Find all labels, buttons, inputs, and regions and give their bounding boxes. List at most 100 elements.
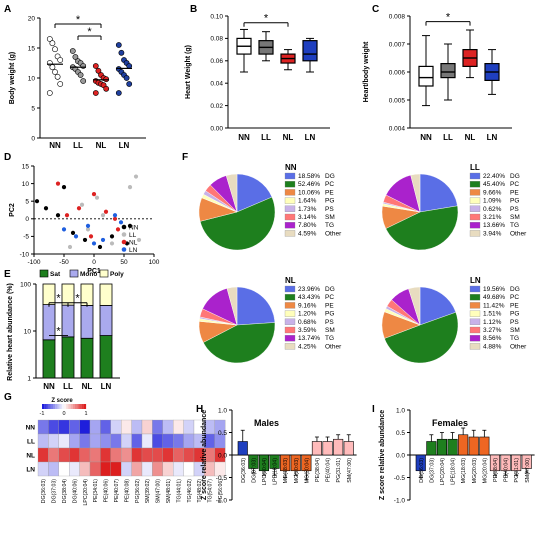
panel-g-cell: [48, 461, 59, 477]
panel-d-point: [73, 234, 79, 239]
panel-e-legend-swatch: [39, 269, 49, 278]
panel-f-legend-class: PG: [325, 198, 334, 205]
panel-g-legend-step: [57, 404, 60, 409]
panel-h-x-tick-label: DG(36:03): [241, 458, 247, 483]
panel-d-point: [115, 227, 121, 232]
panel-a-y-tick-label: 20: [28, 15, 36, 22]
panel-g-legend-step: [59, 404, 62, 409]
panel-d-point: [109, 234, 115, 239]
panel-g-cell: [69, 447, 80, 463]
panel-g-cell: [152, 447, 163, 463]
panel-h-subtitle: Males: [254, 418, 279, 428]
panel-a-y-tick-label: 10: [28, 75, 36, 82]
panel-g-cell: [100, 433, 111, 449]
panel-b-y-tick-label: 0.02: [210, 103, 223, 110]
panel-e-bar-segment: [42, 339, 56, 379]
panel-i-x-tick-label: DG(36:03): [419, 458, 425, 483]
panel-f-legend-swatch: [469, 326, 481, 334]
panel-h-x-tick-label: DG(37:03): [251, 458, 257, 483]
panel-e-sig-star: *: [75, 293, 80, 305]
panel-f-legend-class: PE: [325, 302, 334, 309]
panel-g-cell: [79, 461, 91, 477]
panel-g-cell: [69, 433, 80, 449]
panel-f-pie-slice: [419, 173, 458, 213]
panel-d-point: [70, 230, 76, 235]
panel-a-point: [92, 63, 99, 69]
panel-a-x-tick-label: LN: [119, 141, 130, 150]
panel-f-legend-value: 1.51%: [483, 311, 502, 318]
panel-h-y-tick-label: 0.0: [218, 452, 227, 459]
panel-i-x-tick-label: SM(47:00): [525, 458, 531, 483]
panel-g-cell: [152, 461, 163, 477]
panel-f-legend-value: 7.80%: [298, 222, 317, 229]
panel-d-legend-label: NL: [129, 240, 138, 247]
panel-c-x-tick-label: LL: [443, 133, 453, 142]
panel-g-cell: [58, 433, 70, 449]
panel-a-point: [72, 54, 79, 60]
panel-f-legend-value: 1.09%: [483, 198, 502, 205]
panel-e-bar-segment: [80, 305, 94, 339]
panel-d-point: [55, 181, 61, 186]
panel-e-bar-segment: [61, 336, 75, 379]
panel-e-sig-star: *: [56, 293, 61, 305]
panel-i-y-tick-label: 0.5: [396, 430, 405, 437]
panel-f-legend-value: 23.96%: [298, 286, 320, 293]
panel-g-cell: [48, 419, 59, 435]
panel-f-legend-swatch: [469, 335, 481, 342]
panel-f-legend-swatch: [469, 302, 481, 309]
panel-f-pie-slice: [385, 205, 459, 251]
panel-g-cell: [162, 461, 174, 477]
panel-e-x-tick-label: LN: [101, 382, 112, 391]
panel-i-bar: [458, 434, 469, 456]
panel-g-column-label: DG(40:06): [72, 479, 78, 503]
panel-g-legend-step: [77, 404, 80, 409]
panel-i-bar: [436, 438, 448, 456]
panel-h-x-tick-label: MG(20:03): [294, 458, 300, 484]
panel-g-cell: [37, 461, 49, 477]
panel-g-column-label: PE(40:07): [114, 479, 120, 503]
panel-e-legend-swatch: [99, 269, 109, 278]
panel-e-bar-segment: [99, 305, 113, 336]
panel-h-y-tick-label: -0.5: [216, 475, 228, 482]
panel-g-cell: [110, 433, 122, 449]
panel-d-point: [34, 199, 40, 204]
panel-a-y-tick-label: 0: [31, 135, 35, 142]
panel-d-point: [85, 223, 91, 228]
panel-g-cell: [89, 419, 101, 435]
panel-e-sig-star: *: [56, 326, 61, 338]
panel-d-point: [43, 206, 49, 211]
panel-g-cell: [152, 433, 163, 449]
panel-i-x-tick-label: LPE(18:04): [451, 458, 457, 485]
panel-d-legend-label: LL: [129, 232, 137, 239]
panel-f-pie-title: LN: [470, 276, 481, 285]
panel-g-legend-step: [53, 404, 56, 409]
panel-g-cell: [141, 447, 153, 463]
panel-a-point: [123, 75, 130, 81]
panel-g-cell: [121, 447, 132, 463]
panel-g-legend-step: [81, 404, 84, 409]
panel-f-legend-swatch: [284, 213, 296, 221]
panel-i-x-tick-label: MG(18:03): [461, 458, 467, 484]
panel-g-cell: [183, 433, 195, 449]
panel-i-x-tick-label: PE(40:04): [504, 458, 510, 482]
panel-d-point: [112, 213, 118, 218]
panel-f-pie-slice: [199, 196, 276, 251]
panel-i-subtitle: Females: [432, 418, 468, 428]
panel-c-sig-star: *: [446, 12, 451, 24]
panel-f-legend-class: PS: [510, 206, 519, 213]
panel-g-column-label: PE(40:08): [124, 479, 130, 503]
panel-f-legend-class: PC: [510, 294, 519, 301]
panel-h-bar: [343, 441, 354, 456]
panel-f-legend-class: PC: [325, 181, 334, 188]
panel-f-legend-value: 1.64%: [298, 198, 317, 205]
panel-e-bar-segment: [61, 283, 75, 306]
panel-a-x-tick-label: NL: [96, 141, 107, 150]
panel-d-point: [97, 244, 103, 250]
panel-g-cell: [79, 447, 91, 463]
panel-a-point: [57, 81, 64, 87]
panel-g-cell: [131, 447, 143, 463]
panel-g-row-label: NN: [26, 425, 36, 432]
panel-a-point: [49, 40, 56, 47]
panel-c-y-tick-label: 0.008: [389, 13, 406, 20]
